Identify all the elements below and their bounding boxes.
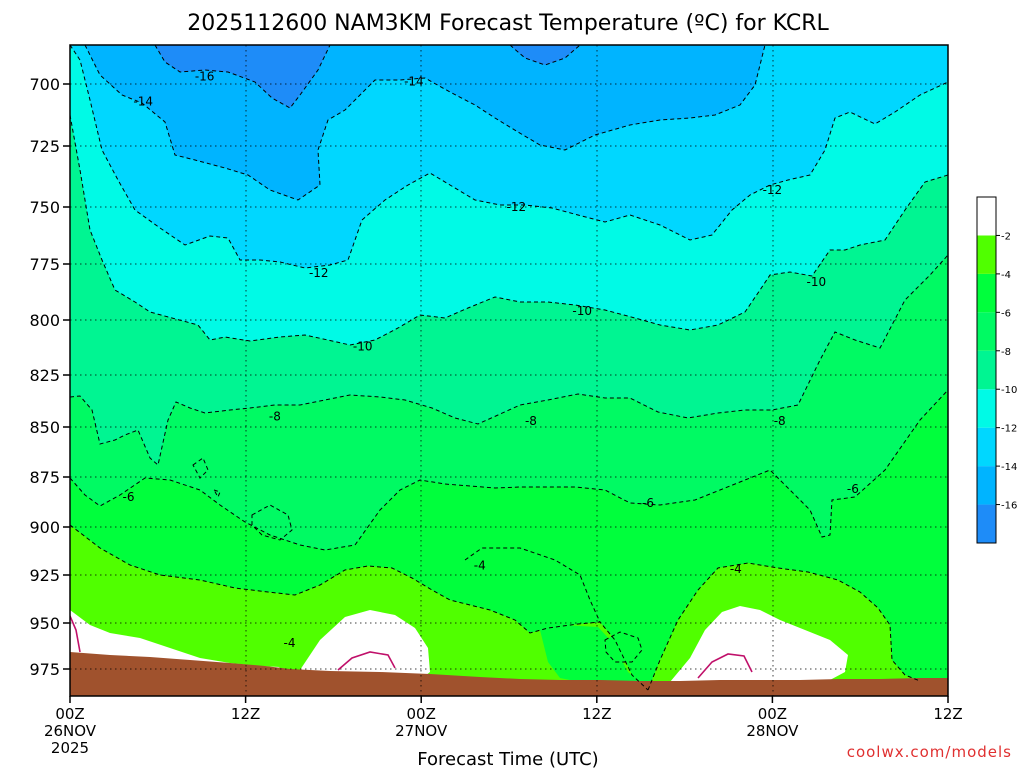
x-tick-label: 12Z (933, 705, 962, 723)
x-tick-label: 2025 (51, 739, 89, 757)
contour-label: -8 (525, 414, 537, 428)
contour-label: -10 (572, 304, 592, 318)
legend-swatch (977, 197, 996, 236)
above-minus2-pocket-2 (300, 610, 430, 680)
contour-label: -12 (507, 200, 527, 214)
y-tick-label: 950 (29, 614, 60, 633)
warm-band-hole-1 (465, 548, 600, 633)
contour-label: -8 (774, 414, 786, 428)
y-tick-label: 925 (29, 566, 60, 585)
legend-swatch (977, 312, 996, 351)
legend-swatch (977, 389, 996, 428)
contour-label: -6 (847, 482, 859, 496)
zero-degree-lines (70, 615, 753, 679)
legend-label: -8 (1001, 347, 1011, 358)
x-tick-label: 28NOV (746, 722, 799, 740)
contour-label: -14 (133, 94, 153, 108)
legend-label: -10 (1001, 385, 1017, 396)
y-tick-label: 775 (29, 255, 60, 274)
contour-label: -10 (353, 339, 373, 353)
legend-label: -12 (1001, 424, 1017, 435)
band-below-minus16-a (155, 45, 330, 108)
contour-label: -4 (284, 636, 296, 650)
x-tick-label: 26NOV (44, 722, 97, 740)
contour-label: -10 (806, 275, 826, 289)
x-tick-label: 00Z (758, 705, 787, 723)
x-axis-label: Forecast Time (UTC) (417, 749, 598, 768)
y-tick-label: 800 (29, 311, 60, 330)
y-tick-label: 850 (29, 418, 60, 437)
contour-label: -4 (474, 558, 486, 572)
gridlines (70, 45, 948, 696)
color-legend: -16 -14 -12 -10 -8 -6 -4 -2 (976, 196, 1017, 544)
legend-label: -4 (1001, 270, 1011, 281)
band-below-minus16-b (510, 45, 580, 65)
y-tick-label: 875 (29, 468, 60, 487)
legend-swatch (977, 235, 996, 274)
legend-swatch (977, 427, 996, 467)
legend-label: -16 (1001, 501, 1017, 512)
credit-link[interactable]: coolwx.com/models (847, 743, 1012, 761)
x-tick-label: 12Z (231, 705, 260, 723)
y-axis: 700 725 750 775 800 825 850 875 900 925 950 975 (29, 75, 70, 679)
contour-label: -12 (763, 183, 783, 197)
y-tick-label: 700 (29, 75, 60, 94)
legend-swatch (977, 504, 996, 543)
y-tick-label: 975 (29, 660, 60, 679)
x-tick-label: 00Z (55, 705, 84, 723)
contour-label: -12 (309, 266, 329, 280)
legend-label: -14 (1001, 462, 1017, 473)
legend-label: -6 (1001, 308, 1011, 319)
above-minus2-pocket-3 (670, 606, 848, 684)
legend-swatch (977, 273, 996, 313)
x-tick-label: 12Z (582, 705, 611, 723)
legend-swatch (977, 350, 996, 390)
contour-label: -6 (123, 490, 135, 504)
y-tick-label: 900 (29, 518, 60, 537)
y-tick-label: 750 (29, 198, 60, 217)
plot-frame (69, 44, 949, 697)
y-tick-label: 825 (29, 366, 60, 385)
contour-label: -8 (269, 410, 281, 424)
terrain-ground (70, 652, 948, 696)
contour-field (70, 45, 948, 696)
contour-label: -6 (642, 496, 654, 510)
warm-band-hole-2 (540, 625, 640, 682)
x-tick-label: 27NOV (395, 722, 448, 740)
contour-label: -16 (195, 70, 215, 84)
contour-label: -14 (404, 75, 424, 89)
y-tick-label: 725 (29, 137, 60, 156)
contour-labels: -16 -14 -14 -12 -12 -12 -10 -10 -10 -8 -8 -8 -6 -6 -6 -… (123, 70, 859, 651)
legend-label: -2 (1001, 231, 1011, 242)
contour-lines (70, 45, 948, 691)
contour-label: -4 (730, 562, 742, 576)
x-tick-label: 00Z (407, 705, 436, 723)
chart-title: 2025112600 NAM3KM Forecast Temperature (… (187, 11, 829, 36)
legend-swatch (977, 466, 996, 505)
legend-frame (976, 196, 997, 544)
